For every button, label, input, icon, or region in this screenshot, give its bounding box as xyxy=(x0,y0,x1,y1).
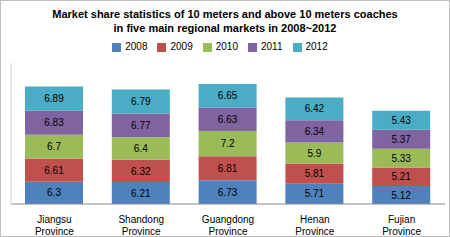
svg-text:6.81: 6.81 xyxy=(218,163,238,174)
html-text:2011: 2011 xyxy=(261,41,283,52)
html-text:2010: 2010 xyxy=(215,41,238,52)
svg-text:5.81: 5.81 xyxy=(305,168,325,179)
svg-text:6.21: 6.21 xyxy=(131,188,151,199)
html-text:2008: 2008 xyxy=(125,41,148,52)
html-text:in five main regional markets: in five main regional markets in 2008~20… xyxy=(113,22,337,34)
svg-text:6.77: 6.77 xyxy=(131,120,151,131)
svg-text:5.43: 5.43 xyxy=(391,115,411,126)
svg-text:6.89: 6.89 xyxy=(44,93,64,104)
svg-text:6.4: 6.4 xyxy=(134,143,148,154)
svg-text:5.21: 5.21 xyxy=(391,171,411,182)
svg-text:5.33: 5.33 xyxy=(391,153,411,164)
svg-text:6.3: 6.3 xyxy=(47,187,61,198)
svg-text:HenanProvince: HenanProvince xyxy=(295,214,334,236)
svg-text:6.61: 6.61 xyxy=(44,165,64,176)
html-text:2012: 2012 xyxy=(305,41,328,52)
svg-text:ShandongProvince: ShandongProvince xyxy=(118,214,164,236)
svg-text:6.63: 6.63 xyxy=(218,114,238,125)
svg-text:6.65: 6.65 xyxy=(218,90,238,101)
svg-text:6.34: 6.34 xyxy=(305,126,325,137)
svg-text:5.12: 5.12 xyxy=(391,190,411,201)
html-text:Market share statistics of 10: Market share statistics of 10 meters and… xyxy=(52,8,398,20)
svg-text:6.7: 6.7 xyxy=(47,141,61,152)
svg-text:6.83: 6.83 xyxy=(44,117,64,128)
svg-text:7.2: 7.2 xyxy=(221,138,235,149)
svg-text:GuangdongProvince: GuangdongProvince xyxy=(202,214,254,236)
html-text:2009: 2009 xyxy=(170,41,193,52)
svg-text:6.79: 6.79 xyxy=(131,96,151,107)
svg-text:FujianProvince: FujianProvince xyxy=(382,214,421,236)
svg-text:5.9: 5.9 xyxy=(307,148,321,159)
svg-text:6.42: 6.42 xyxy=(305,103,325,114)
svg-text:5.71: 5.71 xyxy=(305,188,325,199)
svg-text:5.37: 5.37 xyxy=(391,134,411,145)
svg-text:6.32: 6.32 xyxy=(131,166,151,177)
svg-text:JiangsuProvince: JiangsuProvince xyxy=(35,214,74,236)
svg-text:6.73: 6.73 xyxy=(218,187,238,198)
